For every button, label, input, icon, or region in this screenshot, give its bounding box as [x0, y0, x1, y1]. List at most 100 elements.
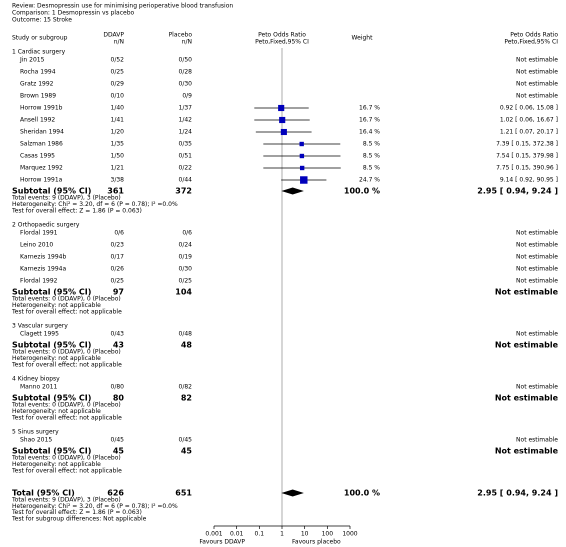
study-estimate: Not estimable — [516, 437, 558, 444]
study-name: Ansell 1992 — [20, 117, 55, 124]
x-tick-label: 0.1 — [255, 531, 265, 538]
summary-control: 104 — [175, 288, 192, 297]
study-control: 0/25 — [179, 278, 193, 285]
summary-control: 82 — [181, 394, 192, 403]
study-control: 1/42 — [179, 117, 193, 124]
study-treatment: 0/25 — [111, 278, 125, 285]
study-name: Flordal 1991 — [20, 230, 58, 237]
study-weight: 16.4 % — [359, 129, 380, 136]
study-treatment: 1/41 — [111, 117, 125, 124]
group-title: 3 Vascular surgery — [12, 323, 68, 330]
col-control-unit: n/N — [182, 39, 192, 46]
col-plot: Peto Odds Ratio — [258, 32, 306, 39]
x-tick-label: 1000 — [342, 531, 357, 538]
study-estimate: Not estimable — [516, 254, 558, 261]
summary-treatment: 80 — [113, 394, 125, 403]
study-name: Brown 1989 — [20, 93, 56, 100]
note: Test for overall effect: not applicable — [11, 309, 122, 316]
note: Test for subgroup differences: Not appli… — [11, 515, 147, 522]
pooled-diamond — [281, 489, 304, 497]
col-treatment: DDAVP — [103, 32, 124, 39]
effect-square — [280, 128, 287, 136]
summary-estimate: Not estimable — [495, 447, 559, 456]
study-weight: 8.5 % — [363, 165, 380, 172]
study-control: 0/45 — [179, 437, 193, 444]
study-estimate: 0.92 [ 0.06, 15.08 ] — [500, 105, 558, 112]
study-name: Leino 2010 — [20, 242, 53, 249]
summary-treatment: 361 — [107, 187, 124, 196]
study-control: 0/24 — [179, 242, 193, 249]
summary-treatment: 45 — [113, 447, 125, 456]
study-treatment: 0/29 — [111, 81, 125, 88]
study-treatment: 1/20 — [111, 129, 125, 136]
col-weight: Weight — [352, 35, 374, 42]
study-weight: 16.7 % — [359, 105, 380, 112]
study-control: 0/35 — [179, 141, 193, 148]
group-title: 1 Cardiac surgery — [12, 49, 66, 56]
summary-weight: 100.0 % — [344, 187, 380, 196]
summary-label: Subtotal (95% CI) — [12, 288, 91, 297]
study-estimate: 9.14 [ 0.92, 90.95 ] — [500, 177, 558, 184]
note: Total events: 0 (DDAVP), 0 (Placebo) — [11, 455, 121, 462]
study-estimate: 1.02 [ 0.06, 16.67 ] — [500, 117, 558, 124]
note: Heterogeneity: not applicable — [12, 302, 101, 309]
summary-label: Subtotal (95% CI) — [12, 394, 91, 403]
group-title: 4 Kidney biopsy — [12, 376, 60, 383]
study-treatment: 0/43 — [111, 331, 125, 338]
summary-control: 45 — [181, 447, 193, 456]
review: Review: Desmopressin use for minimising … — [12, 3, 233, 10]
study-treatment: 0/6 — [114, 230, 124, 237]
note: Total events: 9 (DDAVP), 3 (Placebo) — [11, 195, 121, 202]
study-control: 0/28 — [179, 69, 193, 76]
study-name: Karnezis 1994a — [20, 266, 66, 273]
study-control: 0/48 — [179, 331, 193, 338]
study-name: Clagett 1995 — [20, 331, 59, 338]
note: Total events: 0 (DDAVP), 0 (Placebo) — [11, 296, 121, 303]
study-name: Flordal 1992 — [20, 278, 58, 285]
study-treatment: 1/40 — [111, 105, 125, 112]
study-treatment: 1/21 — [111, 165, 125, 172]
effect-square — [299, 141, 304, 147]
study-estimate: Not estimable — [516, 278, 558, 285]
study-name: Rocha 1994 — [20, 69, 56, 76]
study-control: 1/24 — [179, 129, 193, 136]
summary-treatment: 626 — [107, 489, 124, 498]
note: Total events: 0 (DDAVP), 0 (Placebo) — [11, 349, 121, 356]
summary-treatment: 43 — [113, 341, 124, 350]
study-control: 0/30 — [179, 266, 193, 273]
study-name: Horrow 1991a — [20, 177, 63, 184]
study-estimate: Not estimable — [516, 384, 558, 391]
study-control: 0/30 — [179, 81, 193, 88]
study-estimate: Not estimable — [516, 242, 558, 249]
study-control: 0/22 — [179, 165, 193, 172]
study-control: 0/82 — [179, 384, 193, 391]
effect-square — [300, 176, 308, 184]
study-name: Marquez 1992 — [20, 165, 63, 172]
summary-estimate: Not estimable — [495, 394, 559, 403]
study-treatment: 0/26 — [111, 266, 125, 273]
note: Total events: 0 (DDAVP), 0 (Placebo) — [11, 402, 121, 409]
study-estimate: Not estimable — [516, 266, 558, 273]
study-weight: 8.5 % — [363, 153, 380, 160]
summary-label: Subtotal (95% CI) — [12, 341, 91, 350]
summary-label: Subtotal (95% CI) — [12, 187, 91, 196]
study-name: Horrow 1991b — [20, 105, 63, 112]
col-study: Study or subgroup — [12, 35, 68, 42]
note: Test for overall effect: Z = 1.86 (P = 0… — [11, 509, 142, 516]
col-treatment-unit: n/N — [114, 39, 124, 46]
study-name: Casas 1995 — [20, 153, 55, 160]
study-treatment: 1/35 — [111, 141, 125, 148]
summary-control: 48 — [181, 341, 193, 350]
col-estimate-sub: Peto,Fixed,95% CI — [504, 39, 558, 46]
outcome: Outcome: 15 Stroke — [12, 17, 72, 24]
note: Heterogeneity: not applicable — [12, 408, 101, 415]
effect-square — [299, 153, 305, 159]
study-control: 0/9 — [182, 93, 192, 100]
favours-right: Favours placebo — [292, 539, 341, 546]
study-name: Shao 2015 — [20, 437, 52, 444]
summary-estimate: Not estimable — [495, 341, 559, 350]
x-tick-label: 1 — [280, 531, 284, 538]
note: Total events: 9 (DDAVP), 3 (Placebo) — [11, 497, 121, 504]
summary-label: Total (95% CI) — [12, 489, 75, 498]
